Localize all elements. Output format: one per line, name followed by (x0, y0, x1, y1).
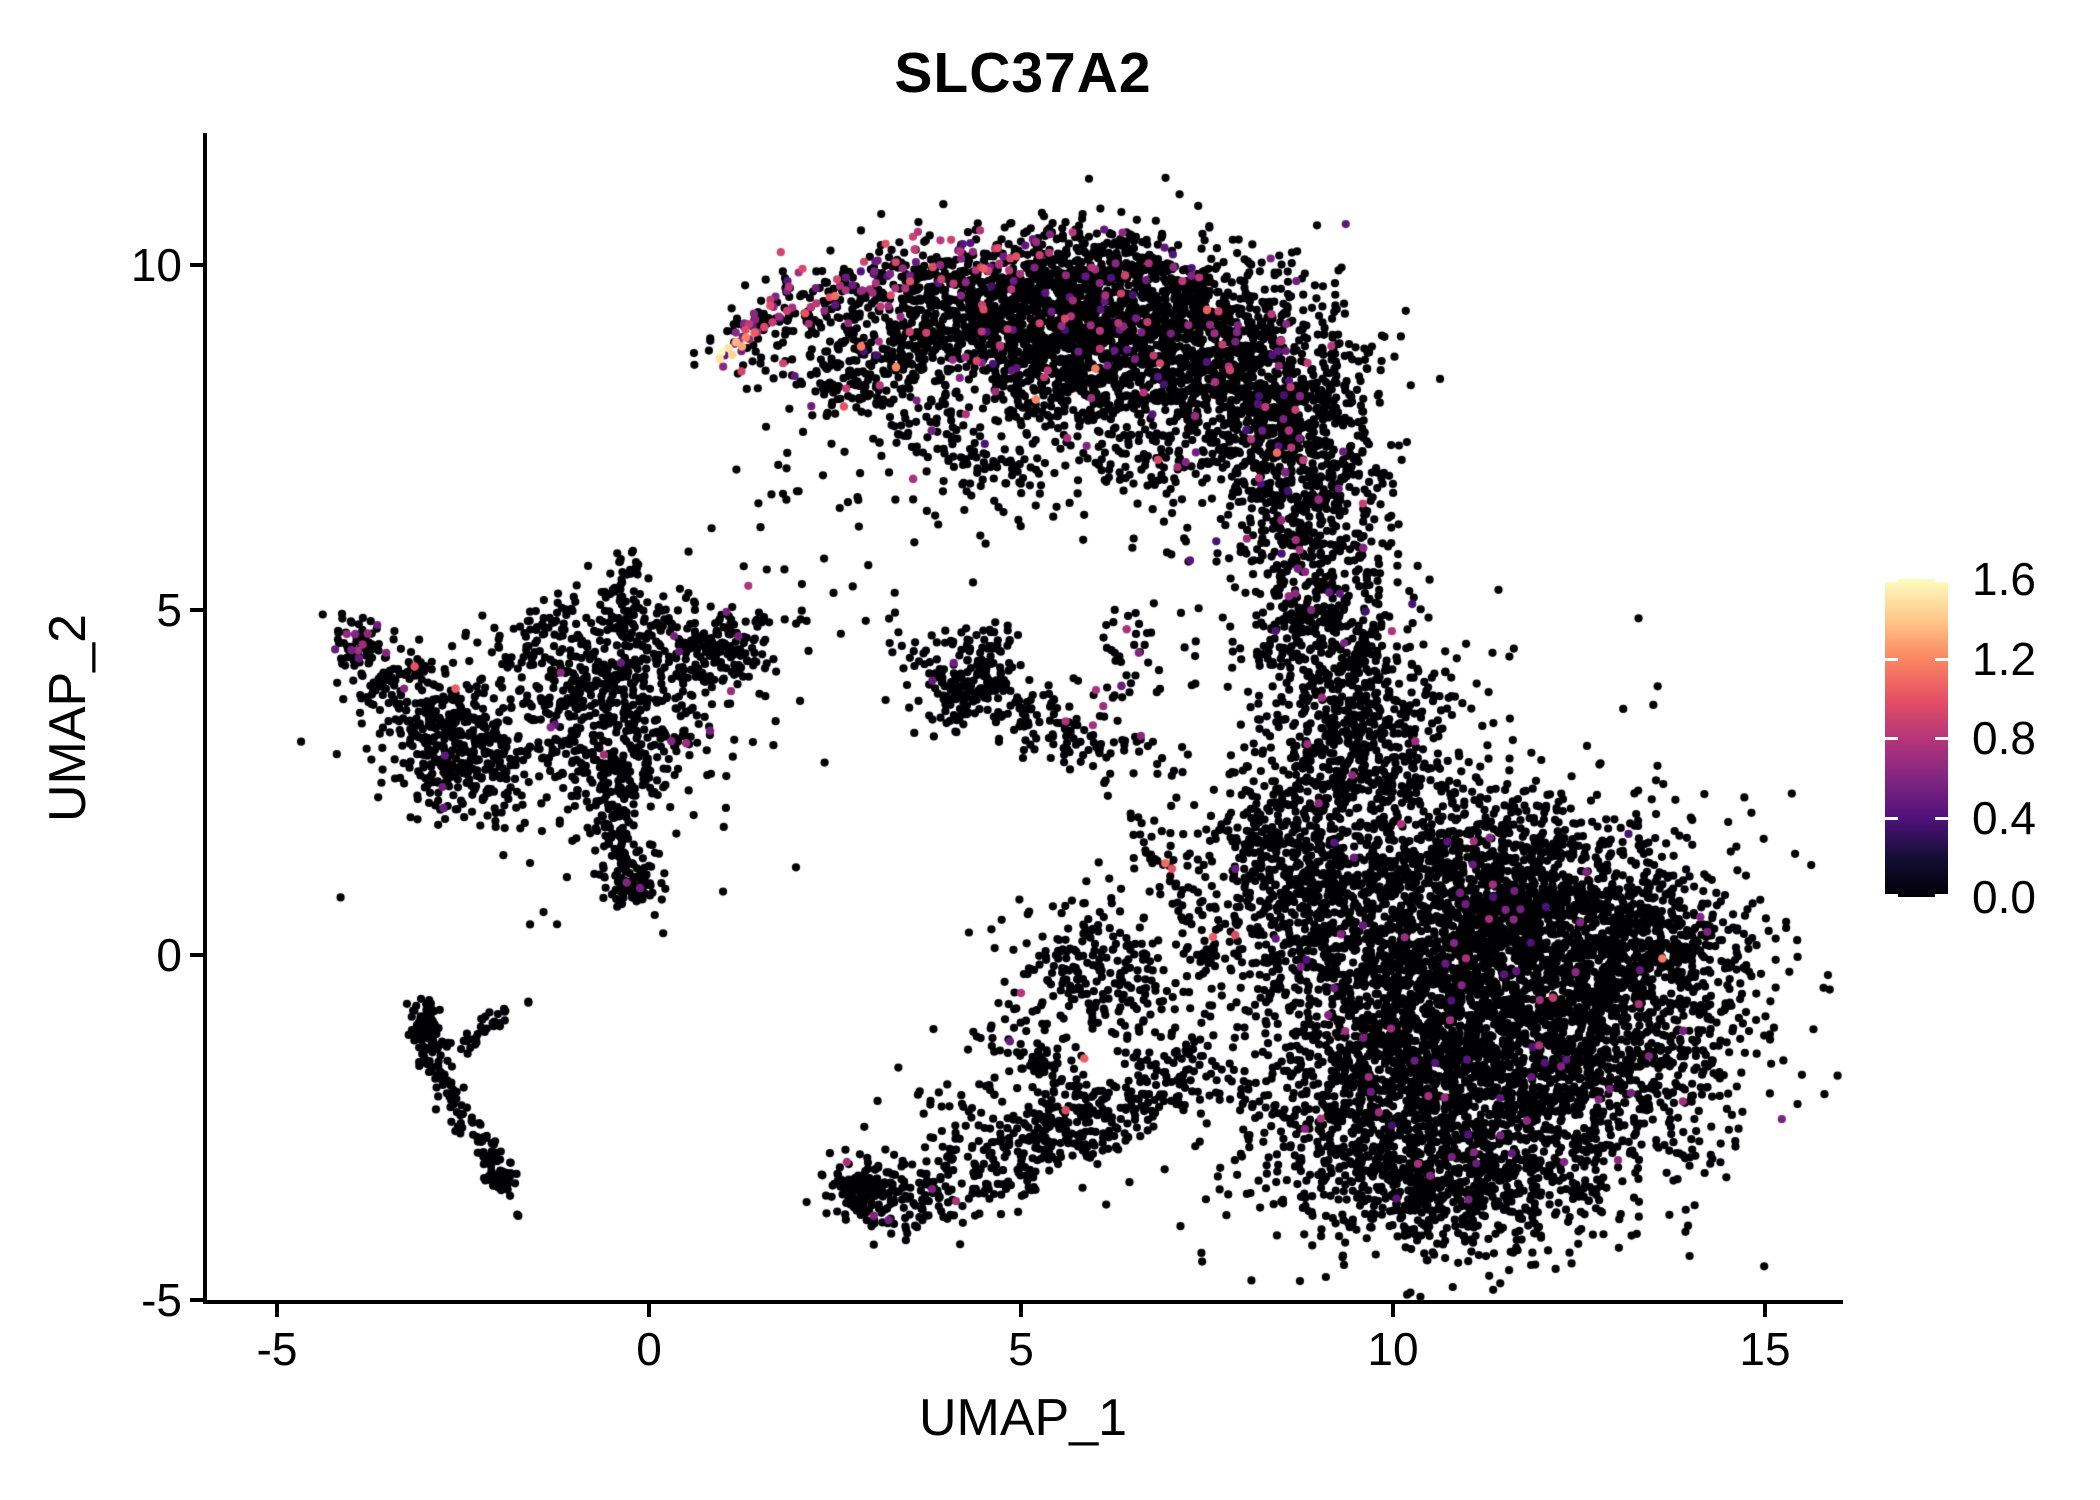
y-tick-mark (190, 608, 203, 612)
x-axis-line (203, 1300, 1843, 1304)
y-tick-label: 0 (156, 929, 182, 981)
colorbar-tick-mark (1935, 894, 1948, 897)
colorbar-tick-mark (1935, 657, 1948, 661)
y-tick-mark (190, 1298, 203, 1302)
x-tick-label: 10 (1367, 1323, 1419, 1375)
colorbar-tick-label: 0.0 (1972, 871, 2036, 923)
colorbar-tick-mark (1885, 579, 1898, 582)
x-tick-label: -5 (256, 1323, 298, 1375)
colorbar-tick-mark (1885, 816, 1898, 820)
colorbar-tick-label: 0.4 (1972, 791, 2036, 844)
y-tick-mark (190, 263, 203, 267)
x-tick-mark (1019, 1304, 1023, 1317)
x-tick-mark (1763, 1304, 1767, 1317)
colorbar-tick-label: 1.2 (1972, 632, 2036, 685)
colorbar-tick-mark (1935, 737, 1948, 740)
y-axis-title: UMAP_2 (39, 613, 97, 823)
y-tick-label: 10 (130, 239, 182, 291)
x-tick-mark (275, 1304, 279, 1317)
colorbar-tick-label: 0.8 (1972, 712, 2036, 764)
colorbar-tick-mark (1935, 579, 1948, 582)
colorbar-tick-mark (1885, 894, 1898, 897)
x-tick-label: 5 (1008, 1323, 1034, 1375)
x-axis-title: UMAP_1 (918, 1389, 1128, 1447)
y-tick-mark (190, 953, 203, 957)
colorbar-tick-label: 1.6 (1972, 553, 2036, 605)
colorbar-tick-mark (1935, 816, 1948, 820)
x-tick-mark (647, 1304, 651, 1317)
colorbar-tick-mark (1885, 737, 1898, 740)
y-tick-label: -5 (141, 1274, 182, 1326)
y-tick-label: 5 (156, 584, 182, 636)
colorbar-tick-mark (1885, 657, 1898, 661)
plot-title: SLC37A2 (894, 41, 1152, 105)
x-tick-mark (1391, 1304, 1395, 1317)
x-tick-label: 15 (1739, 1323, 1791, 1375)
y-axis-line (203, 133, 207, 1304)
x-tick-label: 0 (636, 1323, 662, 1375)
